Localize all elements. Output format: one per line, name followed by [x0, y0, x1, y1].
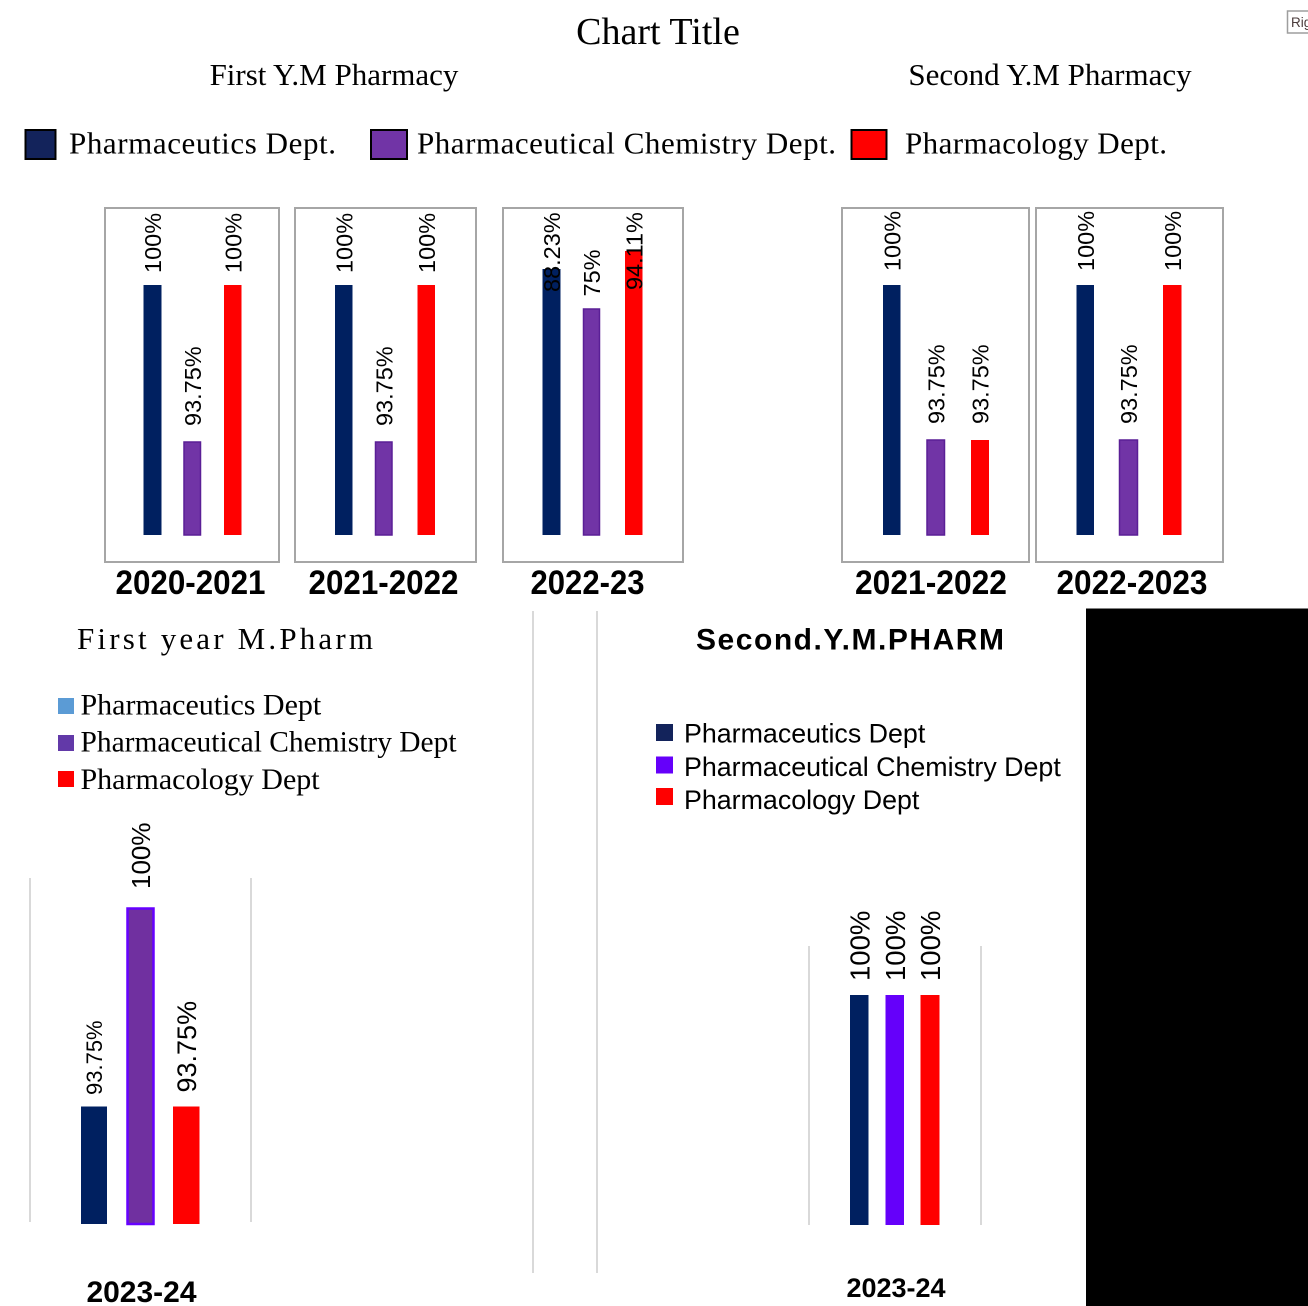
svg-text:93.75%: 93.75%	[923, 344, 949, 424]
svg-text:93.75%: 93.75%	[968, 344, 994, 424]
svg-text:Pharmaceutics Dept: Pharmaceutics Dept	[684, 719, 926, 749]
svg-text:2021-2022: 2021-2022	[309, 564, 459, 602]
svg-text:93.75%: 93.75%	[172, 1001, 202, 1093]
svg-text:75%: 75%	[579, 249, 605, 296]
svg-text:88.23%: 88.23%	[539, 212, 565, 292]
svg-text:93.75%: 93.75%	[82, 1020, 107, 1095]
svg-text:Chart Title: Chart Title	[576, 11, 740, 53]
svg-text:94.11%: 94.11%	[621, 212, 647, 290]
svg-text:100%: 100%	[879, 211, 905, 271]
svg-text:Pharmacology Dept: Pharmacology Dept	[81, 763, 321, 796]
svg-text:100%: 100%	[844, 911, 875, 981]
svg-text:Pharmaceutical Chemistry Dept: Pharmaceutical Chemistry Dept	[81, 726, 458, 759]
svg-text:100%: 100%	[880, 911, 911, 981]
svg-text:2022-2023: 2022-2023	[1057, 564, 1208, 602]
svg-text:93.75%: 93.75%	[180, 346, 206, 426]
svg-text:93.75%: 93.75%	[1116, 344, 1142, 424]
svg-text:Pharmaceutics Dept: Pharmaceutics Dept	[81, 689, 322, 722]
svg-text:100%: 100%	[140, 213, 166, 273]
svg-text:100%: 100%	[915, 911, 946, 981]
svg-text:100%: 100%	[1160, 211, 1186, 271]
svg-text:100%: 100%	[220, 213, 246, 273]
svg-text:93.75%: 93.75%	[371, 346, 397, 426]
svg-text:First Y.M Pharmacy: First Y.M Pharmacy	[210, 57, 459, 92]
svg-text:100%: 100%	[1073, 211, 1099, 271]
svg-text:Second Y.M Pharmacy: Second Y.M Pharmacy	[908, 57, 1192, 92]
svg-text:Pharmaceutical Chemistry Dept.: Pharmaceutical Chemistry Dept.	[417, 126, 836, 161]
svg-text:100%: 100%	[126, 823, 156, 890]
svg-text:100%: 100%	[414, 213, 440, 273]
svg-text:Pharmacology Dept: Pharmacology Dept	[684, 785, 920, 815]
svg-text:2020-2021: 2020-2021	[116, 564, 266, 602]
svg-text:2021-2022: 2021-2022	[855, 564, 1007, 602]
svg-text:100%: 100%	[331, 213, 357, 273]
svg-text:Pharmacology Dept.: Pharmacology Dept.	[905, 126, 1167, 161]
svg-text:2023-24: 2023-24	[846, 1273, 945, 1303]
svg-text:Pharmaceutics Dept.: Pharmaceutics Dept.	[69, 126, 336, 161]
svg-text:2022-23: 2022-23	[531, 564, 645, 602]
svg-text:Pharmaceutical Chemistry Dept: Pharmaceutical Chemistry Dept	[684, 752, 1061, 782]
svg-text:2023-24: 2023-24	[86, 1276, 196, 1306]
svg-text:Rig: Rig	[1291, 15, 1308, 30]
